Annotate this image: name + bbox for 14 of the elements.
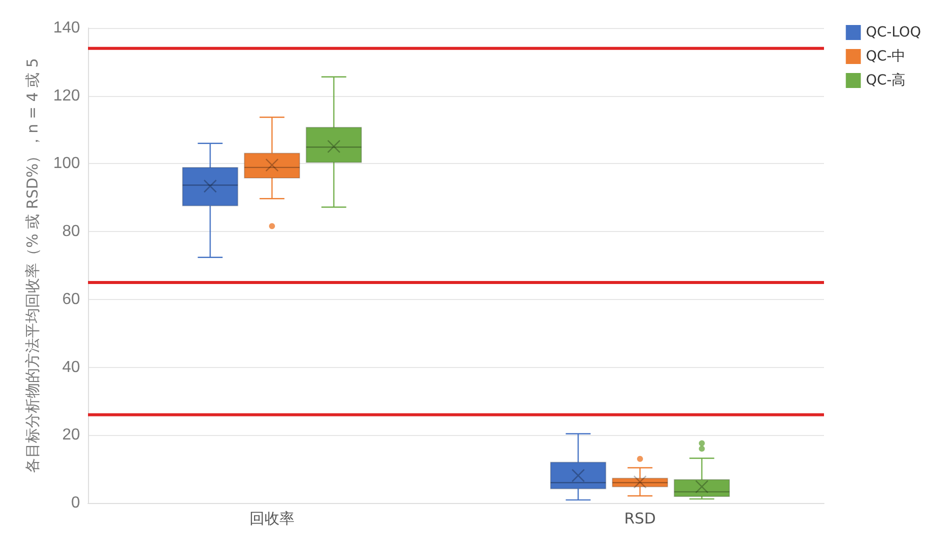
y-axis-title: 各目标分析物的方法平均回收率（% 或 RSD%），n = 4 或 5	[24, 58, 42, 473]
x-tick-label: RSD	[624, 510, 656, 528]
x-tick-label: 回收率	[250, 510, 294, 528]
y-tick-label: 40	[62, 358, 80, 376]
y-tick-label: 120	[53, 87, 80, 104]
y-tick-label: 80	[62, 223, 80, 240]
y-tick-label: 140	[53, 20, 80, 36]
y-tick-label: 20	[62, 426, 80, 444]
legend-label: QC-高	[866, 72, 906, 88]
legend-label: QC-中	[866, 48, 906, 64]
y-tick-label: 60	[62, 290, 80, 308]
y-tick-label: 0	[71, 494, 80, 512]
legend-label: QC-LOQ	[866, 24, 921, 40]
y-tick-label: 100	[53, 155, 80, 172]
